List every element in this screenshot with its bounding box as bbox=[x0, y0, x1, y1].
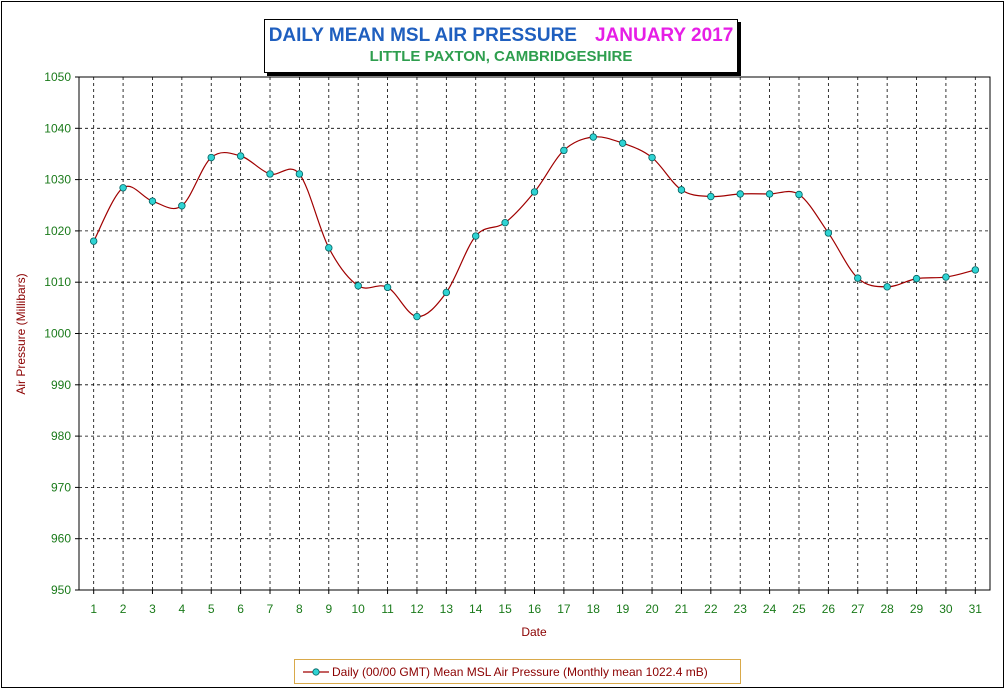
y-tick-labels: 950 960 970 980 990 1000 1010 1020 1030 1040 1050 bbox=[44, 70, 71, 597]
x-tick-label: 12 bbox=[410, 602, 424, 616]
data-point bbox=[354, 282, 362, 290]
data-point bbox=[795, 190, 803, 199]
y-tick-label: 1040 bbox=[44, 121, 71, 135]
data-point bbox=[971, 266, 980, 274]
data-point bbox=[618, 139, 627, 147]
chart-title-month: JANUARY 2017 bbox=[594, 25, 734, 46]
data-point bbox=[677, 186, 686, 194]
x-tick-labels: 1 2 3 4 5 6 7 8 9 10 11 12 13 14 15 16 17 18 19 20 21 22 23 24 2… bbox=[90, 602, 982, 616]
data-point bbox=[295, 170, 304, 178]
data-point bbox=[501, 218, 509, 227]
x-tick-label: 1 bbox=[90, 602, 97, 616]
x-axis-label: Date bbox=[521, 625, 547, 639]
data-point bbox=[912, 274, 921, 283]
x-tick-label: 3 bbox=[149, 602, 156, 616]
x-tick-label: 23 bbox=[734, 602, 748, 616]
x-tick-label: 25 bbox=[792, 602, 806, 616]
y-tick-label: 990 bbox=[51, 378, 71, 392]
y-tick-label: 1010 bbox=[44, 275, 71, 289]
x-tick-label: 24 bbox=[763, 602, 777, 616]
data-point bbox=[178, 202, 186, 210]
data-point bbox=[472, 232, 480, 240]
y-tick-label: 980 bbox=[51, 429, 71, 443]
chart-title-box: DAILY MEAN MSL AIR PRESSURE JANUARY 2017 … bbox=[264, 19, 738, 73]
x-tick-label: 22 bbox=[704, 602, 718, 616]
x-tick-label: 17 bbox=[557, 602, 571, 616]
x-tick-label: 13 bbox=[440, 602, 454, 616]
x-tick-label: 21 bbox=[675, 602, 689, 616]
legend-label: Daily (00/00 GMT) Mean MSL Air Pressure … bbox=[332, 665, 708, 679]
data-point bbox=[707, 192, 715, 201]
y-tick-label: 1000 bbox=[44, 327, 71, 341]
data-point bbox=[530, 188, 539, 196]
x-tick-label: 15 bbox=[498, 602, 512, 616]
data-point bbox=[236, 152, 245, 160]
legend-swatch bbox=[303, 668, 329, 676]
y-tick-label: 1020 bbox=[44, 224, 71, 238]
data-point bbox=[648, 153, 656, 162]
x-tick-label: 19 bbox=[616, 602, 630, 616]
grid-lines bbox=[75, 76, 990, 594]
legend: Daily (00/00 GMT) Mean MSL Air Pressure … bbox=[294, 659, 741, 684]
data-point bbox=[89, 237, 98, 245]
data-point bbox=[148, 197, 157, 205]
y-tick-label: 950 bbox=[51, 583, 71, 597]
x-tick-label: 2 bbox=[120, 602, 127, 616]
x-tick-label: 11 bbox=[381, 602, 394, 616]
data-point bbox=[589, 133, 597, 141]
data-point bbox=[119, 184, 127, 192]
data-point bbox=[883, 283, 891, 291]
data-point bbox=[325, 244, 333, 252]
chart-title: DAILY MEAN MSL AIR PRESSURE bbox=[268, 25, 577, 46]
x-tick-label: 6 bbox=[237, 602, 244, 616]
x-tick-label: 26 bbox=[822, 602, 836, 616]
y-tick-label: 960 bbox=[51, 532, 71, 546]
x-tick-label: 4 bbox=[179, 602, 186, 616]
x-tick-label: 30 bbox=[939, 602, 953, 616]
x-tick-label: 8 bbox=[296, 602, 303, 616]
series-markers bbox=[89, 133, 980, 321]
x-tick-label: 10 bbox=[351, 602, 365, 616]
y-axis-label: Air Pressure (Millibars) bbox=[14, 273, 28, 394]
x-tick-label: 18 bbox=[587, 602, 601, 616]
data-point bbox=[942, 273, 950, 281]
x-tick-label: 29 bbox=[910, 602, 924, 616]
data-point bbox=[560, 146, 568, 155]
x-tick-label: 28 bbox=[880, 602, 894, 616]
x-tick-label: 27 bbox=[851, 602, 865, 616]
title-line: DAILY MEAN MSL AIR PRESSURE JANUARY 2017 bbox=[265, 25, 737, 47]
data-point bbox=[413, 312, 421, 321]
data-point bbox=[765, 190, 774, 198]
y-tick-label: 970 bbox=[51, 480, 71, 494]
data-point bbox=[736, 190, 744, 198]
x-tick-label: 16 bbox=[528, 602, 542, 616]
x-tick-label: 14 bbox=[469, 602, 483, 616]
data-point bbox=[824, 229, 833, 237]
x-tick-label: 5 bbox=[208, 602, 215, 616]
x-tick-label: 9 bbox=[325, 602, 332, 616]
data-point bbox=[266, 170, 274, 178]
x-tick-label: 7 bbox=[267, 602, 274, 616]
data-point bbox=[383, 283, 392, 292]
chart-subtitle: LITTLE PAXTON, CAMBRIDGESHIRE bbox=[369, 48, 633, 65]
data-point bbox=[207, 153, 215, 162]
x-tick-label: 20 bbox=[645, 602, 659, 616]
y-tick-label: 1050 bbox=[44, 70, 71, 84]
y-tick-label: 1030 bbox=[44, 173, 71, 187]
data-point bbox=[854, 274, 862, 282]
x-tick-label: 31 bbox=[969, 602, 983, 616]
data-point bbox=[442, 288, 451, 297]
